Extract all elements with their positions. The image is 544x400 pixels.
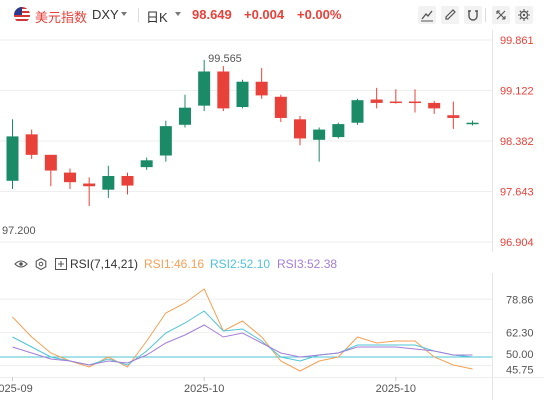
rsi3-line — [12, 324, 473, 366]
candle-body — [447, 115, 460, 118]
toolbar-divider — [485, 8, 486, 22]
candle-body — [102, 176, 115, 190]
rsi1-line — [12, 288, 473, 372]
price-change: +0.004 — [244, 7, 285, 22]
rsi-params-label: RSI(7,14,21) — [70, 257, 139, 271]
candle-body — [140, 160, 153, 168]
candle-body — [294, 119, 306, 139]
rsi1-label: RSI1:46.16 — [144, 257, 205, 271]
header-divider — [138, 8, 139, 22]
candle — [351, 98, 364, 125]
settings-icon[interactable] — [515, 6, 533, 24]
candle — [6, 119, 19, 189]
candle — [255, 68, 268, 99]
candle — [428, 100, 441, 114]
candle — [102, 165, 115, 198]
fullscreen-icon[interactable] — [492, 6, 510, 24]
candle-body — [198, 71, 211, 106]
candle — [447, 101, 460, 129]
candle — [140, 157, 153, 170]
candle — [83, 177, 96, 207]
pencil-icon[interactable] — [441, 6, 459, 24]
candle-body — [179, 107, 191, 125]
candle-body — [159, 126, 172, 156]
x-tick-label: 2025-09 — [0, 383, 33, 395]
instrument-name: 美元指数 — [35, 10, 88, 25]
chevron-down-icon[interactable] — [121, 12, 127, 16]
us-flag-icon — [14, 7, 30, 23]
candle — [313, 127, 326, 162]
candle-body — [428, 102, 441, 109]
candle — [409, 89, 421, 113]
candle — [389, 89, 402, 104]
candle-body — [44, 154, 57, 171]
settings-icon[interactable] — [34, 257, 48, 276]
rsi-y-tick-label: 50.00 — [506, 349, 534, 361]
candle-body — [409, 101, 421, 104]
candle-body — [121, 176, 134, 186]
candle-body — [466, 122, 479, 125]
high-annotation: 99.565 — [208, 53, 242, 65]
chart-header: 美元指数 DXY 日K 98.649 +0.004 +0.00% — [0, 0, 544, 30]
candle-body — [351, 100, 364, 123]
candle-body — [6, 136, 19, 181]
line-tool-icon[interactable] — [418, 6, 436, 24]
candle-body — [332, 124, 345, 138]
rsi3-label: RSI3:52.38 — [277, 257, 338, 271]
candle-body — [255, 81, 268, 96]
x-tick-label: 2025-10 — [184, 383, 224, 395]
symbol-selector[interactable]: DXY — [92, 7, 119, 22]
candle — [179, 94, 191, 128]
candle-body — [64, 172, 76, 183]
rsi-chart[interactable]: 78.86 62.30 50.00 45.75 2025-09 2025-10 2025-1… — [0, 273, 544, 400]
candle — [44, 154, 57, 187]
candle-body — [389, 101, 402, 104]
add-indicator-icon[interactable] — [54, 257, 68, 276]
candle — [370, 87, 383, 109]
candle — [64, 168, 76, 189]
candle — [274, 94, 287, 123]
y-tick-label: 97.643 — [500, 187, 534, 199]
candle — [25, 129, 38, 159]
chevron-down-icon[interactable] — [175, 12, 181, 16]
candle-body — [370, 99, 383, 103]
candlestick-chart[interactable]: 99.861 99.122 98.382 97.643 96.904 99.565 97.2… — [0, 30, 544, 252]
candle — [332, 122, 345, 139]
eye-icon[interactable] — [14, 257, 28, 276]
candle-body — [217, 71, 230, 109]
period-selector[interactable]: 日K — [146, 10, 168, 25]
rsi-y-tick-label: 78.86 — [506, 294, 534, 306]
rsi-y-tick-label: 62.30 — [506, 327, 534, 339]
y-tick-label: 99.122 — [500, 86, 534, 98]
candle — [121, 172, 134, 195]
candle-body — [236, 81, 249, 108]
y-tick-label: 96.904 — [500, 237, 534, 249]
price-change-percent: +0.00% — [297, 7, 342, 22]
y-tick-label: 99.861 — [500, 35, 534, 47]
candle-body — [274, 96, 287, 118]
candle — [159, 120, 172, 162]
candle — [198, 59, 211, 112]
candle-body — [313, 129, 326, 140]
magnet-icon[interactable] — [464, 6, 482, 24]
candle-body — [83, 183, 96, 187]
last-price: 98.649 — [192, 7, 232, 22]
candle — [466, 120, 479, 126]
x-tick-label: 2025-10 — [376, 383, 416, 395]
candle — [236, 79, 249, 109]
candle — [217, 66, 230, 112]
rsi-y-tick-label: 45.75 — [506, 365, 534, 377]
rsi2-label: RSI2:52.10 — [210, 257, 271, 271]
candle-body — [25, 134, 38, 155]
low-annotation: 97.200 — [2, 225, 36, 237]
y-tick-label: 98.382 — [500, 136, 534, 148]
rsi-legend: RSI(7,14,21) RSI1:46.16 RSI2:52.10 RSI3:… — [0, 255, 544, 273]
candle — [294, 115, 306, 146]
